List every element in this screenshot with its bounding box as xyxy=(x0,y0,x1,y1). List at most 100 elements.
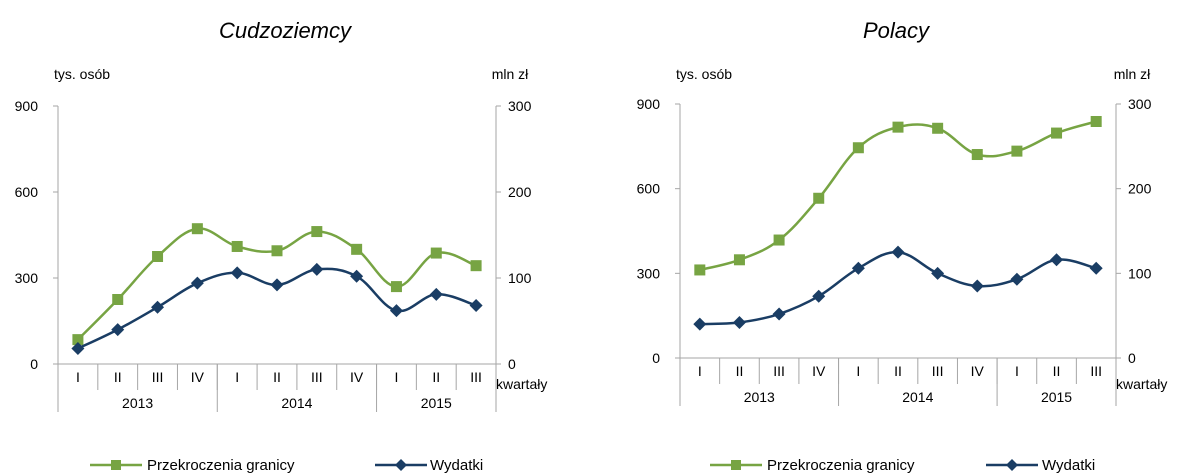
chart-2-right-tick-label: 300 xyxy=(1128,96,1152,112)
chart-2-point-przekroczenia xyxy=(1051,127,1063,139)
chart-1-point-przekroczenia xyxy=(231,240,243,252)
chart-1-point-wydatki xyxy=(429,287,443,301)
chart-2-point-wydatki xyxy=(931,266,945,280)
chart-1-point-przekroczenia xyxy=(351,243,363,255)
chart-2-point-przekroczenia xyxy=(813,192,825,204)
chart-1-x-axis-label: kwartały xyxy=(496,376,547,392)
chart-2-category-label: III xyxy=(1090,363,1102,379)
chart-2-point-przekroczenia xyxy=(892,121,904,133)
chart-1-legend-label-wydatki: Wydatki xyxy=(430,457,483,474)
chart-1-category-label: II xyxy=(114,369,122,385)
chart-1-category-label: IV xyxy=(350,369,364,385)
chart-1-point-wydatki xyxy=(310,262,324,276)
chart-1-point-przekroczenia xyxy=(470,260,482,272)
chart-1-category-label: III xyxy=(470,369,482,385)
chart-2-series-line-wydatki xyxy=(699,250,1097,326)
chart-1-point-przekroczenia xyxy=(152,251,164,262)
chart-1-point-przekroczenia xyxy=(311,226,323,238)
chart-2-category-label: II xyxy=(736,363,744,379)
chart-2-left-tick-label: 0 xyxy=(652,350,660,366)
chart-2-point-przekroczenia xyxy=(733,254,745,266)
chart-2-point-wydatki xyxy=(1089,261,1103,275)
chart-1-left-axis-label: tys. osób xyxy=(54,66,110,82)
chart-2-point-wydatki xyxy=(891,245,905,259)
chart-1-category-label: I xyxy=(76,369,80,385)
chart-2-category-label: III xyxy=(773,363,785,379)
chart-1-point-przekroczenia xyxy=(271,245,283,257)
chart-1-category-label: III xyxy=(311,369,323,385)
chart-1-point-wydatki xyxy=(190,276,204,290)
chart-2-point-przekroczenia xyxy=(852,142,864,154)
chart-1-right-tick-label: 100 xyxy=(508,270,532,286)
chart-2-point-wydatki xyxy=(1010,272,1024,286)
chart-1-legend-diamond-marker xyxy=(395,459,407,471)
chart-1-right-tick-label: 200 xyxy=(508,184,532,200)
chart-2-point-wydatki xyxy=(851,261,865,275)
chart-1-category-label: II xyxy=(432,369,440,385)
chart-2-x-axis-label: kwartały xyxy=(1116,376,1167,392)
chart-2-category-label: IV xyxy=(812,363,826,379)
chart-2-left-tick-label: 600 xyxy=(637,181,661,197)
chart-1-legend-square-marker xyxy=(111,460,121,470)
chart-2-category-label: II xyxy=(1053,363,1061,379)
chart-2-point-wydatki xyxy=(1050,253,1064,267)
chart-2-point-wydatki xyxy=(970,279,984,293)
chart-2-point-przekroczenia xyxy=(932,122,944,134)
chart-1-point-wydatki xyxy=(71,342,85,356)
chart-1-year-label: 2014 xyxy=(281,395,312,411)
chart-2-legend-label-wydatki: Wydatki xyxy=(1042,457,1095,474)
chart-2-legend-square-marker xyxy=(731,460,741,470)
chart-2-year-label: 2015 xyxy=(1041,389,1072,405)
chart-2-point-przekroczenia xyxy=(773,234,785,246)
chart-2-legend: Przekroczenia granicy Wydatki xyxy=(710,457,1095,474)
chart-2-right-tick-label: 100 xyxy=(1128,265,1152,281)
chart-2-point-przekroczenia xyxy=(971,149,983,161)
chart-2-point-przekroczenia xyxy=(1011,145,1023,157)
chart-2-year-label: 2013 xyxy=(744,389,775,405)
chart-2-point-wydatki xyxy=(732,315,746,329)
chart-2-title: Polacy xyxy=(863,18,931,43)
chart-1-category-label: I xyxy=(235,369,239,385)
chart-1-point-wydatki xyxy=(350,269,364,283)
chart-2-point-wydatki xyxy=(812,289,826,303)
chart-1-legend: Przekroczenia granicy Wydatki xyxy=(90,457,483,474)
chart-1-point-wydatki xyxy=(270,278,284,292)
chart-1-left-tick-label: 600 xyxy=(15,184,39,200)
chart-2-right-axis-label: mln zł xyxy=(1114,66,1151,82)
chart-2-right-tick-label: 0 xyxy=(1128,350,1136,366)
chart-2-point-przekroczenia xyxy=(1090,115,1102,127)
chart-2-point-przekroczenia xyxy=(694,264,706,276)
chart-2-category-label: I xyxy=(856,363,860,379)
chart-1-category-label: I xyxy=(395,369,399,385)
chart-1-point-wydatki xyxy=(469,299,483,313)
chart-1-point-wydatki xyxy=(230,266,244,280)
chart-2-year-label: 2014 xyxy=(902,389,933,405)
chart-1-point-przekroczenia xyxy=(72,334,84,346)
chart-2-point-wydatki xyxy=(693,317,707,331)
chart-1-right-tick-label: 0 xyxy=(508,356,516,372)
chart-2-legend-diamond-marker xyxy=(1006,459,1018,471)
chart-2-left-tick-label: 900 xyxy=(637,96,661,112)
chart-2-right-tick-label: 200 xyxy=(1128,181,1152,197)
chart-1-year-label: 2013 xyxy=(122,395,153,411)
chart-1-point-przekroczenia xyxy=(112,294,124,305)
chart-1-right-axis-label: mln zł xyxy=(492,66,529,82)
chart-1-point-wydatki xyxy=(389,304,403,318)
chart-2-category-label: I xyxy=(1015,363,1019,379)
chart-1-category-label: II xyxy=(273,369,281,385)
chart-2-category-label: IV xyxy=(971,363,985,379)
chart-1-point-przekroczenia xyxy=(430,247,442,259)
chart-1-year-label: 2015 xyxy=(421,395,452,411)
chart-1-left-tick-label: 900 xyxy=(15,98,39,114)
chart-1-left-tick-label: 300 xyxy=(15,270,39,286)
chart-1-right-tick-label: 300 xyxy=(508,98,532,114)
chart-1-legend-label-przekroczenia: Przekroczenia granicy xyxy=(147,457,295,474)
chart-1-point-przekroczenia xyxy=(390,281,402,293)
chart-1-left-tick-label: 0 xyxy=(30,356,38,372)
chart-1-category-label: III xyxy=(152,369,164,385)
chart-1-point-przekroczenia xyxy=(191,223,203,235)
chart-2-left-axis-label: tys. osób xyxy=(676,66,732,82)
